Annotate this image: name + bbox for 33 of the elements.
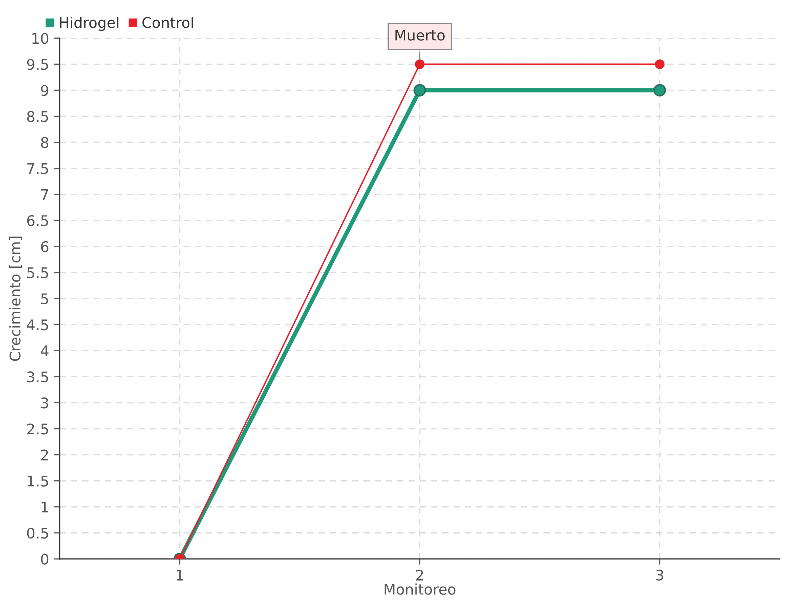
- point: [655, 60, 665, 70]
- annotation: Muerto: [396, 30, 445, 41]
- y-tick-label: 7: [42, 190, 48, 200]
- y-tick-label: 2: [41, 450, 48, 461]
- y-tick-label: 9.5: [27, 59, 48, 70]
- y-tick-label: 1.5: [28, 476, 48, 487]
- y-tick-label: 10: [32, 33, 49, 44]
- y-tick-label: 9: [41, 85, 49, 96]
- y-tick-label: 6.5: [27, 215, 48, 226]
- x-axis-title: Monitoreo: [384, 584, 456, 596]
- x-tick-label: 2: [416, 570, 424, 581]
- y-tick-label: 7.5: [28, 164, 48, 174]
- y-tick-label: 5: [41, 294, 48, 305]
- y-axis-title: Crecimiento [cm]: [10, 236, 23, 362]
- legend-label: Hidrogel: [60, 16, 119, 32]
- legend-label: Control: [142, 16, 194, 28]
- y-tick-label: 0.5: [27, 528, 48, 539]
- y-tick-label: 0: [41, 554, 49, 565]
- y-tick-label: 3: [41, 398, 48, 409]
- y-tick-label: 2.5: [27, 424, 48, 435]
- y-tick-label: 6: [41, 241, 49, 252]
- point: [415, 60, 425, 70]
- y-tick-label: 4.5: [27, 320, 48, 331]
- y-tick-label: 3.5: [28, 372, 48, 383]
- y-tick-label: 8.5: [27, 111, 48, 122]
- x-tick-label: 1: [176, 570, 184, 581]
- point: [414, 84, 426, 97]
- y-tick-label: 8: [41, 137, 49, 148]
- y-tick-label: 4: [41, 346, 49, 356]
- point: [654, 84, 666, 97]
- y-tick-label: 1: [42, 502, 48, 513]
- y-tick-label: 5.5: [28, 268, 48, 279]
- x-tick-label: 3: [656, 570, 664, 581]
